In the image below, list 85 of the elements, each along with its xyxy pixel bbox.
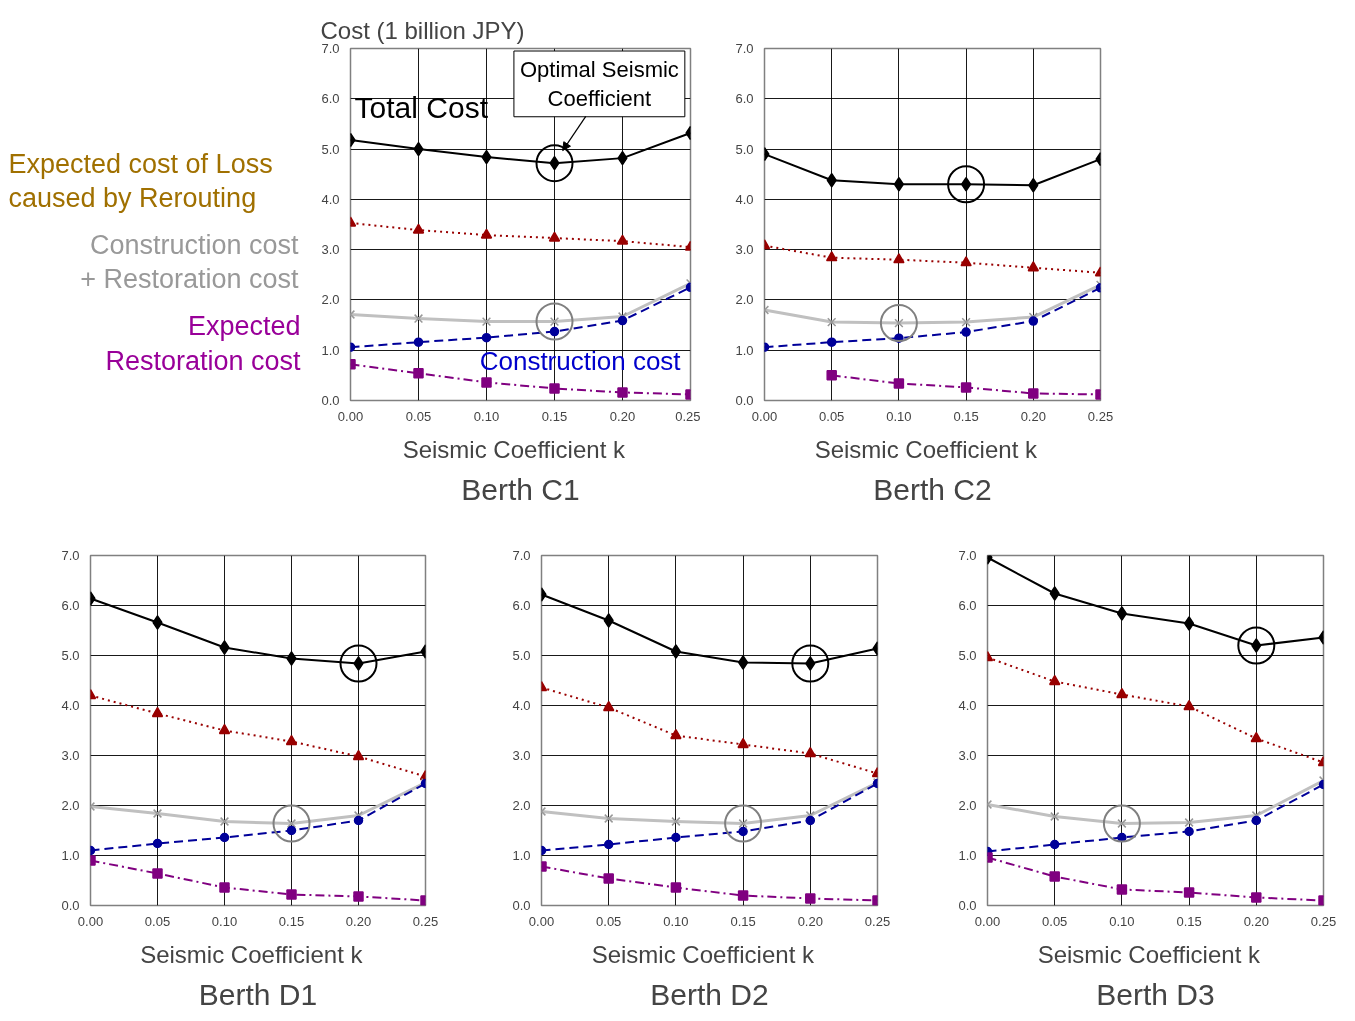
x-tick-label: 0.20 [1243, 913, 1269, 929]
x-tick-label: 0.10 [211, 913, 238, 929]
y-tick-label: 3.0 [958, 748, 977, 763]
x-tick-label: 0.10 [1109, 913, 1135, 929]
x-tick-label: 0.00 [337, 408, 364, 424]
y-tick-label: 0.0 [958, 898, 977, 913]
x-tick-label: 0.20 [345, 913, 372, 929]
y-tick-label: 2.0 [958, 798, 977, 813]
x-axis-title: Seismic Coefficient k [140, 940, 364, 968]
y-tick-label: 2.0 [512, 798, 531, 813]
y-tick-label: 1.0 [735, 342, 754, 358]
x-tick-label: 0.05 [405, 408, 432, 424]
y-tick-label: 4.0 [61, 698, 80, 713]
y-tick-label: 1.0 [958, 848, 977, 863]
y-tick-label: 1.0 [321, 342, 340, 358]
text: Berth C2 [873, 472, 992, 506]
y-tick-label: 0.0 [321, 393, 340, 408]
text: Expected Restoration cost [105, 311, 301, 376]
y-tick-label: 1.0 [512, 848, 531, 863]
text: Berth C1 [461, 472, 580, 506]
y-tick-label: 0.0 [61, 898, 80, 913]
y-tick-label: 6.0 [958, 598, 977, 613]
y-tick-label: 1.0 [61, 848, 80, 863]
y-tick-label: 0.0 [735, 393, 754, 408]
x-tick-label: 0.05 [144, 913, 171, 929]
x-tick-label: 0.25 [675, 408, 701, 424]
x-tick-label: 0.05 [1042, 913, 1068, 929]
x-tick-label: 0.15 [541, 408, 568, 424]
y-tick-label: 5.0 [61, 648, 80, 663]
y-tick-label: 5.0 [512, 648, 531, 663]
x-tick-label: 0.10 [886, 408, 912, 424]
x-tick-label: 0.00 [528, 913, 555, 929]
y-axis-title: Cost (1 billion JPY) [320, 16, 525, 44]
y-tick-label: 5.0 [735, 141, 754, 157]
x-tick-label: 0.00 [77, 913, 104, 929]
x-tick-label: 0.05 [596, 913, 622, 929]
text: Berth D1 [198, 977, 318, 1011]
x-axis-title: Seismic Coefficient k [814, 435, 1038, 463]
y-tick-label: 5.0 [958, 648, 977, 663]
x-tick-label: 0.15 [278, 913, 305, 929]
x-axis-title: Seismic Coefficient k [1037, 940, 1261, 968]
y-tick-label: 2.0 [735, 292, 754, 308]
x-tick-label: 0.25 [1310, 913, 1337, 929]
text: Berth D2 [650, 977, 769, 1011]
x-tick-label: 0.25 [412, 913, 439, 929]
x-axis-title: Seismic Coefficient k [402, 435, 626, 463]
x-tick-label: 0.00 [974, 913, 1001, 929]
y-tick-label: 7.0 [321, 41, 340, 56]
annotation: Optimal Seismic Coefficient [519, 57, 679, 111]
y-tick-label: 3.0 [735, 242, 754, 258]
y-tick-label: 4.0 [735, 191, 754, 207]
y-tick-label: 7.0 [958, 548, 977, 563]
x-tick-label: 0.15 [953, 408, 979, 424]
y-tick-label: 3.0 [61, 748, 80, 763]
text: Construction cost + Restoration cost [80, 229, 299, 295]
text: Berth D3 [1096, 977, 1215, 1011]
text: Expected cost of Loss caused by Rerouting [8, 148, 273, 214]
x-tick-label: 0.20 [797, 913, 823, 929]
x-axis-title: Seismic Coefficient k [591, 940, 815, 968]
x-tick-label: 0.20 [1020, 408, 1046, 424]
y-tick-label: 6.0 [512, 598, 531, 613]
x-tick-label: 0.05 [819, 408, 845, 424]
y-tick-label: 6.0 [61, 598, 80, 613]
x-tick-label: 0.25 [864, 913, 891, 929]
x-tick-label: 0.15 [730, 913, 756, 929]
y-tick-label: 4.0 [321, 191, 340, 207]
y-tick-label: 7.0 [512, 548, 531, 563]
y-tick-label: 7.0 [735, 41, 754, 56]
y-tick-label: 2.0 [321, 292, 340, 308]
y-tick-label: 7.0 [61, 548, 80, 563]
y-tick-label: 4.0 [512, 698, 531, 713]
y-tick-label: 5.0 [321, 141, 340, 157]
y-tick-label: 3.0 [321, 242, 340, 258]
y-tick-label: 2.0 [61, 798, 80, 813]
y-tick-label: 4.0 [958, 698, 977, 713]
y-tick-label: 6.0 [735, 91, 754, 107]
y-tick-label: 0.0 [512, 898, 531, 913]
x-tick-label: 0.20 [609, 408, 636, 424]
x-tick-label: 0.10 [473, 408, 500, 424]
y-tick-label: 6.0 [321, 91, 340, 107]
x-tick-label: 0.25 [1087, 408, 1114, 424]
x-tick-label: 0.15 [1176, 913, 1202, 929]
x-tick-label: 0.00 [751, 408, 778, 424]
y-tick-label: 3.0 [512, 748, 531, 763]
x-tick-label: 0.10 [663, 913, 689, 929]
